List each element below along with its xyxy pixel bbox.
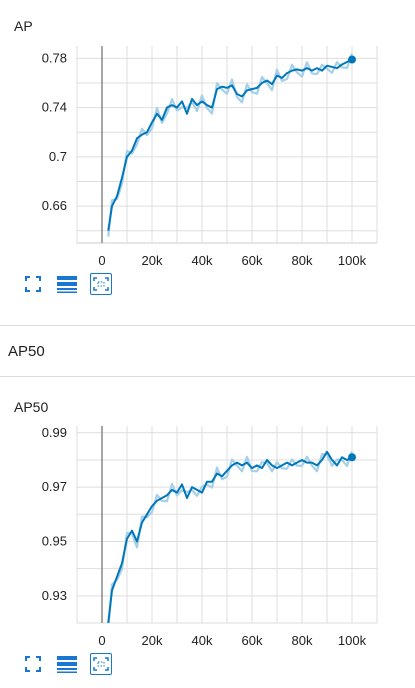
x-tick-label: 0 [98,633,105,648]
series-end-point [348,453,356,462]
series-line [107,58,353,231]
ap-line-chart[interactable]: 0.66 0.7 0.74 0.78 0 20k 40k 60k 80k 100k [0,0,415,275]
x-tick-label: 100k [338,253,367,268]
raw-series-line [107,53,354,237]
x-tick-label: 40k [192,253,213,268]
chart-title: AP50 [14,399,49,415]
toggle-lines-icon[interactable] [56,653,78,675]
x-tick-label: 100k [338,633,367,648]
fullscreen-icon[interactable] [22,653,44,675]
x-tick-label: 80k [292,253,313,268]
toggle-lines-icon[interactable] [56,273,78,295]
y-tick-label: 0.95 [42,533,67,548]
series-end-point [348,55,356,64]
y-tick-label: 0.78 [42,50,67,65]
chart-toolbar [22,653,112,675]
y-tick-label: 0.66 [42,198,67,213]
fit-domain-icon[interactable] [90,273,112,295]
x-tick-label: 20k [142,633,163,648]
y-tick-label: 0.7 [49,149,67,164]
y-tick-label: 0.97 [42,479,67,494]
y-tick-label: 0.93 [42,588,67,603]
fullscreen-icon[interactable] [22,273,44,295]
chart-toolbar [22,273,112,295]
series-line [107,450,353,623]
y-tick-label: 0.99 [42,425,67,440]
fit-domain-icon[interactable] [90,653,112,675]
x-tick-label: 40k [192,633,213,648]
chart-title: AP [14,18,33,34]
ap50-line-chart[interactable]: 0.93 0.95 0.97 0.99 0 20k 40k 60k 80k 100k [0,380,415,655]
x-tick-label: 60k [242,633,263,648]
raw-series-line [107,450,354,623]
x-tick-label: 20k [142,253,163,268]
y-tick-label: 0.74 [42,100,67,115]
x-tick-label: 80k [292,633,313,648]
x-tick-label: 0 [98,253,105,268]
x-tick-label: 60k [242,253,263,268]
plot-area [107,53,354,237]
plot-area [107,450,354,623]
section-title: AP50 [8,343,45,360]
section-header: AP50 [0,325,415,377]
